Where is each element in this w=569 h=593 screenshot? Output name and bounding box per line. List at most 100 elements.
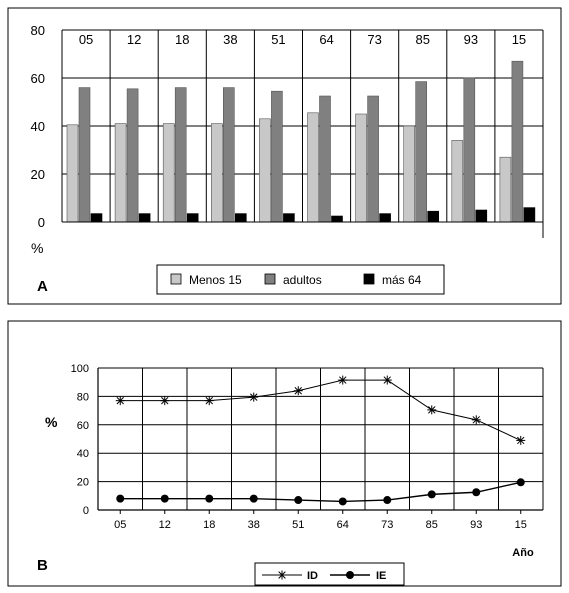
panel-a-legend-label: más 64 xyxy=(382,273,422,287)
panel-a-bar-adultos xyxy=(78,87,91,223)
asterisk-stroke xyxy=(383,376,391,384)
panel-a-bars xyxy=(66,60,536,223)
panel-b-y-axis-label: % xyxy=(45,414,58,430)
panel-a-bar-más-64 xyxy=(523,207,536,223)
panel-b-axes xyxy=(97,368,543,514)
panel-a-bar-más-64 xyxy=(475,209,488,223)
panel-a-category-label: 12 xyxy=(127,32,141,47)
panel-b-y-tick-label: 0 xyxy=(83,505,89,517)
asterisk-stroke xyxy=(294,386,302,395)
panel-a-bar-adultos xyxy=(174,87,187,223)
panel-a-label: A xyxy=(37,278,48,295)
asterisk-stroke xyxy=(116,396,124,405)
panel-a-category-label: 51 xyxy=(271,32,285,47)
panel-b-series-ie-point xyxy=(160,494,169,503)
asterisk-stroke xyxy=(517,436,525,445)
panel-b-series-id-point xyxy=(382,375,392,385)
panel-b-series-id-point xyxy=(115,396,125,406)
panel-b-series-ie-line xyxy=(120,481,521,503)
panel-b-series-ie-point xyxy=(383,496,392,505)
panel-a-category-label: 73 xyxy=(367,32,381,47)
panel-a: 0 20 40 60 80 05 12 18 38 51 64 73 85 93 15 % A Menos… xyxy=(7,7,562,305)
panel-a-bar-menos-15 xyxy=(211,123,223,223)
panel-a-bar-menos-15 xyxy=(162,123,175,223)
panel-b-label: B xyxy=(37,557,48,574)
panel-a-axes xyxy=(61,30,544,238)
asterisk-stroke xyxy=(161,396,169,405)
panel-a-bar-menos-15 xyxy=(451,140,464,223)
panel-a-legend-swatch xyxy=(363,273,375,285)
panel-a-bar-más-64 xyxy=(283,213,295,223)
panel-a-bar-adultos xyxy=(415,81,428,223)
panel-b-x-tick-label: 18 xyxy=(203,519,215,531)
panel-a-y-tick-label: 60 xyxy=(31,71,45,86)
panel-a-y-tick-label: 20 xyxy=(31,167,45,182)
panel-a-frame xyxy=(7,7,562,305)
asterisk-stroke xyxy=(250,393,258,401)
panel-a-y-tick-label: 40 xyxy=(31,119,45,134)
panel-b-series-ie-point xyxy=(472,488,481,497)
asterisk-stroke xyxy=(339,376,347,384)
panel-a-bar-más-64 xyxy=(90,213,103,223)
panel-b-y-tick-label: 80 xyxy=(77,391,89,403)
panel-a-bar-más-64 xyxy=(235,213,247,223)
panel-a-legend-swatch xyxy=(264,273,276,285)
panel-b-legend-marker-id xyxy=(277,570,287,580)
panel-b-x-tick-label: 05 xyxy=(114,519,126,531)
panel-a-bar-más-64 xyxy=(427,210,440,223)
panel-b-legend-label-ie: IE xyxy=(376,570,386,582)
panel-a-bar-adultos xyxy=(126,88,139,223)
panel-a-category-label: 38 xyxy=(223,32,237,47)
panel-b-legend-label-id: ID xyxy=(307,570,318,582)
panel-b-series xyxy=(115,375,526,506)
panel-b-x-tick-label: 51 xyxy=(292,519,304,531)
asterisk-stroke xyxy=(278,571,286,579)
panel-a-bar-menos-15 xyxy=(403,125,416,223)
panel-b-x-tick-label: 12 xyxy=(159,519,171,531)
panel-b-series-ie-point xyxy=(116,494,125,503)
panel-b-series-id-point xyxy=(427,405,437,415)
panel-a-bar-adultos xyxy=(319,95,331,223)
panel-b-x-tick-label: 93 xyxy=(470,519,482,531)
panel-b-x-tick-label: 64 xyxy=(337,519,349,531)
panel-b-series-id-point xyxy=(160,396,170,406)
panel-b-x-tick-label: 73 xyxy=(381,519,393,531)
panel-b-x-tick-labels: 05 12 18 38 51 64 73 85 93 15 xyxy=(114,519,527,531)
panel-b-series-ie-point xyxy=(249,494,258,503)
panel-a-bar-menos-15 xyxy=(66,124,79,223)
panel-b-series-id-point xyxy=(338,375,348,385)
panel-a-category-label: 93 xyxy=(464,32,478,47)
panel-a-category-label: 18 xyxy=(175,32,189,47)
panel-a-bar-más-64 xyxy=(331,215,343,223)
asterisk-stroke xyxy=(428,406,436,414)
panel-a-bar-adultos xyxy=(223,87,235,223)
panel-b-series-id-line xyxy=(120,379,521,441)
panel-a-legend-box xyxy=(156,264,445,295)
panel-b-series-id-point xyxy=(249,392,259,402)
panel-b-x-tick-label: 85 xyxy=(426,519,438,531)
panel-a-category-label: 85 xyxy=(416,32,430,47)
panel-b-y-tick-label: 60 xyxy=(77,420,89,432)
panel-b-series-ie-point xyxy=(427,490,436,499)
panel-a-bar-adultos xyxy=(511,60,524,223)
panel-a-y-axis-label: % xyxy=(31,240,43,256)
panel-b-x-tick-label: 15 xyxy=(515,519,527,531)
panel-a-bar-más-64 xyxy=(379,213,391,223)
panel-a-bar-menos-15 xyxy=(114,123,127,223)
panel-a-category-label: 64 xyxy=(319,32,333,47)
panel-b-y-tick-label: 40 xyxy=(77,448,89,460)
asterisk-stroke xyxy=(205,396,213,405)
panel-b-series-id-point xyxy=(293,386,303,396)
panel-a-bar-menos-15 xyxy=(307,112,319,223)
panel-b-series-id-point xyxy=(204,396,214,406)
panel-a-category-labels: 05 12 18 38 51 64 73 85 93 15 xyxy=(79,32,526,47)
panel-b-y-tick-label: 20 xyxy=(77,477,89,489)
panel-b-series-ie-point xyxy=(294,496,303,505)
panel-a-bar-menos-15 xyxy=(499,156,512,223)
panel-b-y-tick-labels: 0 20 40 60 80 100 xyxy=(71,363,89,517)
panel-b-legend-marker-ie xyxy=(346,571,354,579)
panel-b-series-id-point xyxy=(516,435,526,445)
panel-b-frame xyxy=(7,320,562,587)
panel-a-bar-adultos xyxy=(463,77,476,223)
